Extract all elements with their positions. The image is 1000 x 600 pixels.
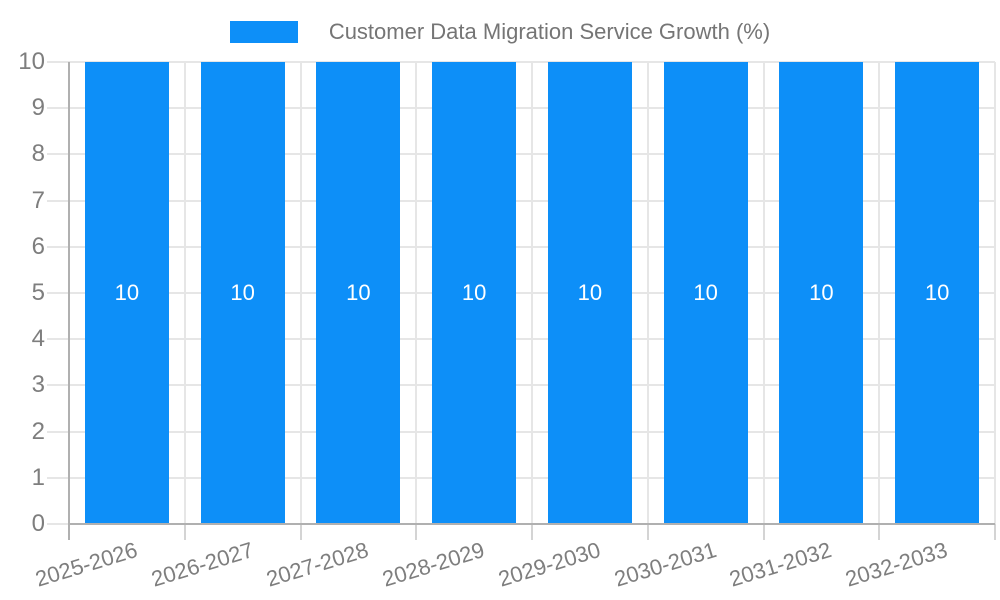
y-axis-tick-label: 7 bbox=[31, 186, 45, 214]
y-gridline bbox=[47, 292, 995, 294]
y-axis-tick-label: 6 bbox=[31, 232, 45, 260]
bar-2032-2033: 10 bbox=[895, 62, 980, 524]
x-gridline bbox=[531, 62, 533, 524]
bar-value-label: 10 bbox=[114, 280, 140, 305]
bar-value-label: 10 bbox=[577, 280, 603, 305]
y-gridline bbox=[47, 199, 995, 202]
y-gridline bbox=[47, 153, 995, 156]
bar-value-label: 10 bbox=[230, 280, 255, 305]
y-axis-tick-label: 1 bbox=[31, 463, 45, 491]
x-axis-tick bbox=[646, 524, 649, 540]
x-gridline bbox=[646, 62, 649, 524]
bar-2026-2027: 10 bbox=[200, 62, 285, 524]
y-gridline bbox=[47, 338, 995, 341]
x-axis-tick bbox=[183, 524, 186, 540]
bar-2031-2032: 10 bbox=[779, 62, 864, 524]
bar-2028-2029: 10 bbox=[432, 62, 517, 524]
bar-value-label: 10 bbox=[924, 280, 950, 305]
bar-value-label: 10 bbox=[693, 280, 718, 305]
bar-2030-2031: 10 bbox=[663, 62, 748, 524]
bar-2029-2030: 10 bbox=[547, 62, 632, 524]
chart-legend: Customer Data Migration Service Growth (… bbox=[0, 19, 1000, 45]
y-axis-tick-label: 10 bbox=[18, 48, 45, 75]
y-gridline bbox=[47, 61, 995, 63]
y-gridline bbox=[47, 245, 995, 248]
bar-value-label: 10 bbox=[346, 280, 371, 305]
y-axis-tick-label: 9 bbox=[31, 94, 45, 122]
y-gridline bbox=[47, 430, 995, 433]
x-axis-baseline bbox=[69, 523, 995, 525]
y-axis-tick-label: 5 bbox=[31, 279, 45, 306]
y-axis-line bbox=[68, 62, 70, 540]
bar-2025-2026: 10 bbox=[84, 62, 169, 524]
bar-2027-2028: 10 bbox=[316, 62, 401, 524]
x-gridline bbox=[762, 62, 765, 524]
y-gridline bbox=[47, 476, 995, 479]
x-axis-tick bbox=[762, 524, 765, 540]
x-axis-tick bbox=[415, 524, 418, 540]
y-gridline bbox=[47, 384, 995, 387]
x-gridline bbox=[415, 62, 418, 524]
y-axis-tick-label: 3 bbox=[31, 371, 45, 399]
bar-value-label: 10 bbox=[461, 280, 487, 305]
bar-value-label: 10 bbox=[809, 280, 834, 305]
x-axis-tick bbox=[878, 524, 881, 540]
x-axis-tick bbox=[299, 524, 302, 540]
x-axis-tick bbox=[531, 524, 533, 540]
x-gridline bbox=[994, 62, 996, 524]
legend-swatch bbox=[229, 21, 298, 43]
plot-area: 10 10 10 10 10 10 10 10 bbox=[47, 61, 996, 540]
y-axis-tick-label: 2 bbox=[31, 417, 45, 445]
y-axis-tick-label: 8 bbox=[31, 140, 45, 168]
x-gridline bbox=[299, 62, 302, 524]
x-gridline bbox=[183, 62, 186, 524]
y-gridline bbox=[47, 107, 995, 110]
y-axis-tick-label: 4 bbox=[31, 325, 45, 353]
x-axis-tick bbox=[994, 524, 996, 540]
x-gridline bbox=[878, 62, 881, 524]
legend-label: Customer Data Migration Service Growth (… bbox=[328, 19, 771, 44]
y-axis-tick-label: 0 bbox=[31, 510, 45, 537]
